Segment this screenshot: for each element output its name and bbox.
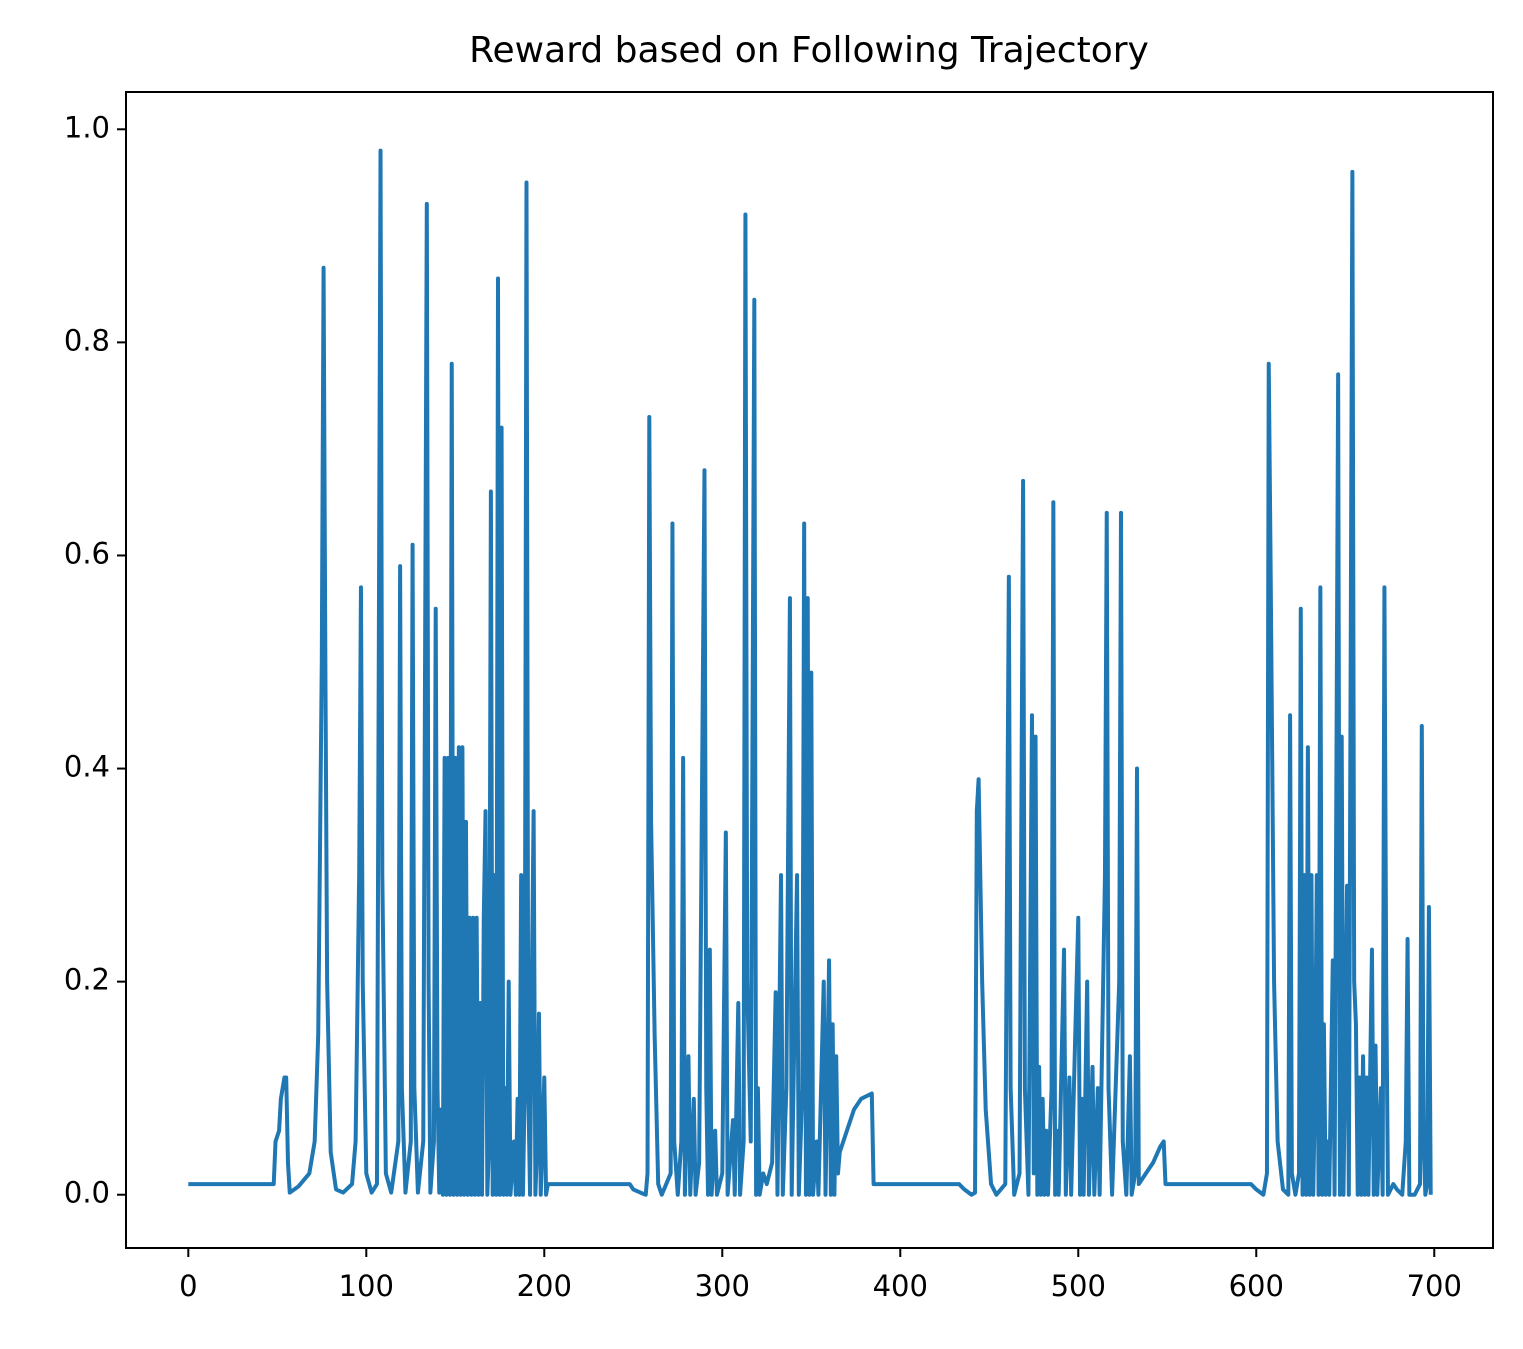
y-tick-label: 0.0 (64, 1176, 110, 1210)
x-tick-label: 100 (339, 1269, 394, 1303)
x-tick-label: 700 (1407, 1269, 1462, 1303)
chart-title: Reward based on Following Trajectory (469, 30, 1149, 71)
x-tick-label: 600 (1229, 1269, 1284, 1303)
line-series (188, 148, 1433, 1197)
x-tick-label: 400 (873, 1269, 928, 1303)
x-tick-label: 200 (517, 1269, 572, 1303)
y-tick-label: 0.2 (64, 963, 110, 997)
x-tick-label: 500 (1051, 1269, 1106, 1303)
plot-frame (125, 91, 1494, 1249)
x-tick-label: 300 (695, 1269, 750, 1303)
y-tick-label: 0.6 (64, 536, 110, 570)
y-tick-label: 0.4 (64, 750, 110, 784)
y-tick-label: 1.0 (64, 110, 110, 144)
x-tick-label: 0 (179, 1269, 197, 1303)
y-tick-label: 0.8 (64, 323, 110, 357)
